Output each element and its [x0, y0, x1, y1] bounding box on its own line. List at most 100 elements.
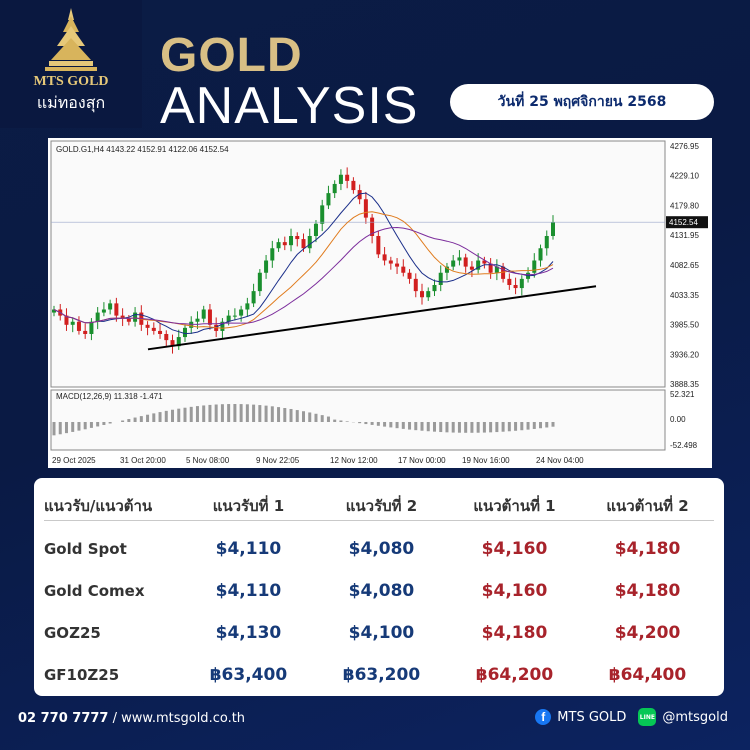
- macd-histogram-bar: [426, 422, 430, 432]
- macd-histogram-bar: [507, 422, 511, 432]
- facebook-handle[interactable]: MTS GOLD: [557, 709, 627, 725]
- brand-name-th: แม่ทองสุก: [36, 93, 106, 112]
- price-tick-label: 4179.80: [670, 202, 699, 211]
- candle-body: [83, 330, 88, 334]
- macd-histogram-bar: [470, 422, 474, 433]
- macd-label: MACD(12,26,9) 11.318 -1.471: [56, 392, 163, 401]
- header-resistance-2: แนวต้านที่ 2: [606, 497, 689, 515]
- candle-body: [401, 266, 406, 273]
- macd-tick-label: -52.498: [670, 441, 698, 450]
- candle-body: [357, 190, 362, 200]
- candle-body: [195, 318, 200, 322]
- support-1-value: $4,110: [215, 539, 282, 559]
- candle-body: [76, 321, 81, 331]
- macd-histogram-bar: [108, 422, 112, 424]
- macd-histogram-bar: [445, 422, 449, 433]
- resistance-1-value: $4,160: [481, 539, 548, 559]
- candle-body: [457, 257, 462, 261]
- macd-histogram-bar: [258, 405, 262, 422]
- price-tick-label: 3888.35: [670, 380, 699, 389]
- macd-histogram-bar: [457, 422, 461, 433]
- candle-body: [220, 321, 225, 331]
- row-name: GF10Z25: [44, 666, 120, 684]
- macd-histogram-bar: [270, 406, 274, 422]
- support-1-value: $4,130: [215, 623, 282, 643]
- macd-histogram-bar: [245, 404, 249, 422]
- support-2-value: ฿63,200: [342, 665, 421, 685]
- candle-body: [52, 309, 56, 313]
- macd-histogram-bar: [277, 407, 281, 422]
- macd-histogram-bar: [364, 422, 368, 425]
- resistance-2-value: $4,180: [614, 581, 681, 601]
- candle-body: [64, 315, 69, 325]
- candle-body: [326, 193, 331, 206]
- candle-body: [126, 318, 131, 322]
- header-support-1: แนวรับที่ 1: [212, 497, 285, 515]
- footer-website[interactable]: www.mtsgold.co.th: [121, 711, 246, 726]
- facebook-icon[interactable]: f: [535, 709, 552, 725]
- macd-histogram-bar: [545, 422, 549, 428]
- macd-histogram-bar: [551, 422, 555, 427]
- candle-body: [395, 263, 400, 267]
- resistance-1-value: $4,160: [481, 581, 548, 601]
- candle-body: [295, 236, 300, 240]
- macd-histogram-bar: [501, 422, 505, 432]
- macd-histogram-bar: [202, 405, 206, 422]
- current-price-label: 4152.54: [669, 218, 698, 227]
- price-tick-label: 3936.20: [670, 351, 699, 360]
- candle-body: [108, 303, 113, 310]
- candle-body: [519, 278, 524, 289]
- candle-body: [251, 291, 256, 304]
- macd-histogram-bar: [314, 413, 318, 422]
- time-tick-label: 19 Nov 16:00: [462, 456, 510, 465]
- footer-phone[interactable]: 02 770 7777: [18, 711, 109, 726]
- macd-histogram-bar: [320, 415, 324, 422]
- macd-histogram-bar: [451, 422, 455, 433]
- time-tick-label: 29 Oct 2025: [52, 456, 96, 465]
- macd-histogram-bar: [520, 422, 524, 431]
- support-2-value: $4,080: [348, 581, 415, 601]
- candle-body: [469, 266, 474, 270]
- candle-body: [444, 266, 449, 273]
- candle-body: [270, 248, 275, 261]
- candle-body: [151, 327, 156, 331]
- candle-body: [114, 303, 119, 316]
- line-handle[interactable]: @mtsgold: [662, 709, 728, 725]
- macd-histogram-bar: [171, 409, 175, 422]
- candle-body: [376, 236, 381, 255]
- candle-body: [189, 321, 194, 328]
- macd-histogram-bar: [96, 422, 100, 427]
- table-row: Gold Spot $4,110 $4,080 $4,160 $4,180: [44, 534, 714, 564]
- candle-body: [476, 260, 481, 270]
- macd-histogram-bar: [370, 422, 374, 425]
- macd-tick-label: 0.00: [670, 415, 686, 424]
- candle-body: [451, 260, 456, 267]
- trend-line: [147, 285, 597, 351]
- macd-histogram-bar: [414, 422, 418, 431]
- time-tick-label: 17 Nov 00:00: [398, 456, 446, 465]
- macd-histogram-bar: [146, 414, 150, 422]
- macd-histogram-bar: [233, 404, 237, 422]
- candle-body: [276, 242, 281, 249]
- macd-histogram-bar: [58, 422, 62, 435]
- macd-histogram-bar: [389, 422, 393, 428]
- macd-histogram-bar: [127, 419, 131, 422]
- macd-histogram-bar: [376, 422, 380, 426]
- candle-body: [245, 303, 250, 310]
- candle-body: [182, 327, 187, 338]
- candle-body: [407, 272, 412, 279]
- title-analysis: ANALYSIS: [160, 77, 419, 135]
- resistance-2-value: $4,180: [614, 539, 681, 559]
- macd-histogram-bar: [383, 422, 387, 427]
- candle-body: [145, 324, 150, 328]
- price-tick-label: 4229.10: [670, 171, 699, 180]
- macd-histogram-bar: [358, 422, 362, 424]
- line-icon[interactable]: LINE: [638, 708, 657, 726]
- macd-histogram-bar: [133, 417, 137, 422]
- candle-body: [239, 309, 244, 316]
- candle-body: [170, 340, 175, 347]
- candle-body: [432, 284, 437, 292]
- macd-histogram-bar: [432, 422, 436, 432]
- macd-histogram-bar: [139, 416, 143, 422]
- candle-body: [420, 291, 425, 298]
